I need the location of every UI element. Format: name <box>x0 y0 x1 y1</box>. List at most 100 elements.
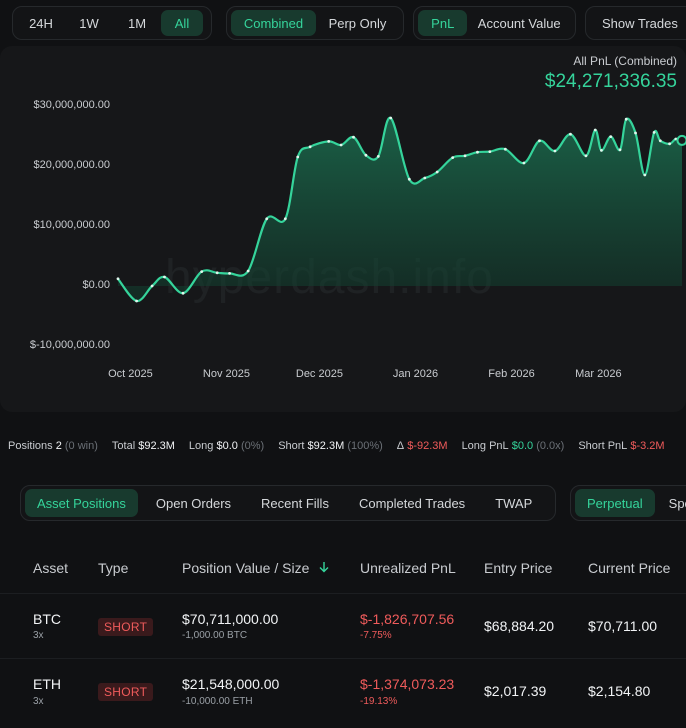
pnl-line <box>117 116 683 303</box>
data-point <box>308 145 312 149</box>
data-point <box>658 139 662 143</box>
long-pnl-mult: (0.0x) <box>536 440 565 452</box>
tab-spot[interactable]: Spot <box>668 495 686 511</box>
tab-asset-positions[interactable]: Asset Positions <box>25 489 138 517</box>
data-point <box>246 269 250 273</box>
pnl-button[interactable]: PnL <box>418 10 468 36</box>
row-asset: BTC <box>33 611 61 627</box>
metric-group: PnL Account Value <box>413 6 576 40</box>
tab-open-orders[interactable]: Open Orders <box>155 495 232 511</box>
data-point <box>150 284 154 288</box>
row-position-size: -1,000.00 BTC <box>182 630 248 641</box>
data-point <box>215 271 219 275</box>
combined-button[interactable]: Combined <box>231 10 316 36</box>
delta-label: Δ <box>396 440 405 452</box>
time-range-group: 24H 1W 1M All <box>12 6 212 40</box>
x-tick-label: Feb 2026 <box>488 368 535 380</box>
data-point <box>538 139 541 143</box>
data-point <box>339 143 343 147</box>
range-1w-button[interactable]: 1W <box>79 15 99 31</box>
data-point <box>668 142 672 146</box>
row-current-price: $2,154.80 <box>588 683 651 699</box>
divider <box>0 658 686 659</box>
x-tick-label: Jan 2026 <box>392 368 439 380</box>
range-all-button[interactable]: All <box>161 10 203 36</box>
tab-recent-fills[interactable]: Recent Fills <box>261 495 329 511</box>
data-point <box>200 270 204 273</box>
show-trades-button[interactable]: Show Trades <box>602 15 678 31</box>
data-point <box>618 148 622 152</box>
y-tick-label: $10,000,000.00 <box>33 219 110 231</box>
row-asset: ETH <box>33 676 61 692</box>
tab-perpetual[interactable]: Perpetual <box>575 489 655 517</box>
col-position-value-label: Position Value / Size <box>182 560 310 576</box>
row-position-size: -10,000.00 ETH <box>182 696 253 707</box>
data-point <box>376 155 380 158</box>
pnl-area-chart[interactable] <box>0 46 686 412</box>
x-tick-label: Mar 2026 <box>575 368 622 380</box>
long-pnl-value: $0.0 <box>511 440 534 452</box>
data-point <box>643 173 647 177</box>
row-unrealized-pnl: $-1,374,073.23 <box>360 676 455 692</box>
divider <box>0 593 686 594</box>
data-point <box>135 299 138 303</box>
x-tick-label: Oct 2025 <box>108 368 153 380</box>
total-label: Total <box>111 440 136 452</box>
data-point <box>476 150 479 154</box>
chart-header-value: $24,271,336.35 <box>544 71 677 92</box>
col-entry-price[interactable]: Entry Price <box>484 560 553 576</box>
data-point <box>435 170 439 174</box>
market-tabs: Perpetual Spot <box>570 485 686 521</box>
short-badge: SHORT <box>98 618 154 636</box>
row-pnl-pct: -7.75% <box>360 630 392 641</box>
y-tick-label: $-10,000,000.00 <box>29 339 110 351</box>
data-point <box>228 272 231 275</box>
col-unrealized-pnl[interactable]: Unrealized PnL <box>360 560 456 576</box>
data-point <box>674 137 678 141</box>
data-point <box>634 131 637 135</box>
pnl-area-fill <box>118 117 682 302</box>
data-point <box>423 176 427 180</box>
short-badge: SHORT <box>98 683 154 701</box>
y-tick-label: $20,000,000.00 <box>33 159 110 171</box>
range-1m-button[interactable]: 1M <box>127 15 147 31</box>
row-unrealized-pnl: $-1,826,707.56 <box>360 611 455 627</box>
short-label: Short <box>278 440 305 452</box>
short-pct: (100%) <box>347 440 383 452</box>
data-point <box>364 153 368 157</box>
data-point <box>181 291 185 295</box>
data-point <box>327 140 331 143</box>
data-point <box>407 177 411 181</box>
col-current-price[interactable]: Current Price <box>588 560 671 576</box>
account-value-button[interactable]: Account Value <box>477 15 561 31</box>
y-tick-label: $0.00 <box>82 279 110 291</box>
data-point <box>451 156 455 159</box>
col-position-value[interactable]: Position Value / Size <box>182 560 329 576</box>
positions-label: Positions <box>8 440 53 452</box>
position-tabs: Asset Positions Open Orders Recent Fills… <box>20 485 556 521</box>
short-value: $92.3M <box>307 440 345 452</box>
short-pnl-label: Short PnL <box>578 440 628 452</box>
data-point <box>624 117 628 121</box>
data-point <box>265 217 269 221</box>
long-pct: (0%) <box>240 440 265 452</box>
perp-only-button[interactable]: Perp Only <box>328 15 387 31</box>
data-point <box>296 155 300 159</box>
data-point <box>609 135 613 138</box>
data-point <box>283 217 287 221</box>
y-tick-label: $30,000,000.00 <box>33 99 110 111</box>
row-position-value: $70,711,000.00 <box>182 611 279 627</box>
delta-value: $-92.3M <box>407 440 448 452</box>
data-point <box>488 150 492 153</box>
range-24h-button[interactable]: 24H <box>29 15 53 31</box>
col-type[interactable]: Type <box>98 560 129 576</box>
tab-twap[interactable]: TWAP <box>495 495 533 511</box>
arrow-down-icon <box>319 560 329 576</box>
tab-completed-trades[interactable]: Completed Trades <box>358 495 466 511</box>
col-asset[interactable]: Asset <box>33 560 69 576</box>
scope-group: Combined Perp Only <box>226 6 404 40</box>
data-point <box>652 131 656 134</box>
data-point <box>553 149 557 153</box>
data-point <box>522 161 526 165</box>
positions-summary: Positions 2 (0 win) Total $92.3M Long $0… <box>0 440 665 456</box>
